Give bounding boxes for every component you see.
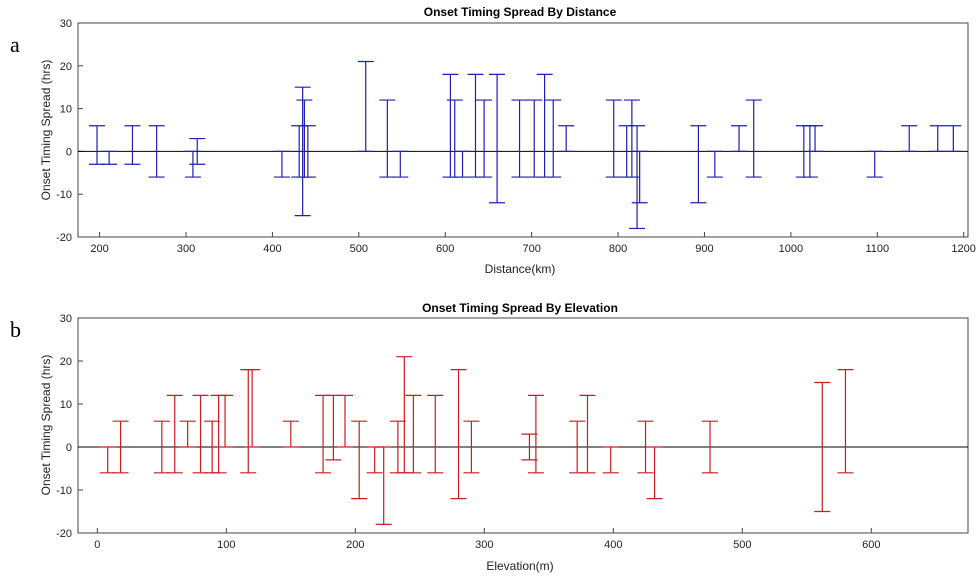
panel-a-error-bar [124, 125, 141, 165]
panel-a-x-tick-label: 300 [177, 243, 195, 255]
panel-b-y-tick-label: -10 [56, 485, 72, 497]
panel-a-x-tick-label: 700 [522, 243, 540, 255]
panel-b-x-tick-label: 300 [475, 539, 493, 551]
panel-a-x-tick-label: 200 [90, 243, 108, 255]
panel-b-x-tick-label: 500 [733, 539, 751, 551]
panel-a-x-tick-label: 800 [609, 243, 627, 255]
panel-a-error-bar [189, 137, 206, 165]
panel-a-y-tick-label: 10 [60, 104, 72, 116]
panel-b-y-tick-label: 20 [60, 356, 72, 368]
panel-a-error-bar [357, 60, 374, 152]
panel-a-x-tick-label: 900 [695, 243, 713, 255]
panel-a-x-tick-label: 600 [436, 243, 454, 255]
panel-b-error-bar [217, 394, 234, 448]
panel-b-error-bar [112, 420, 129, 474]
panel-a: a Onset Timing Spread By Distance Distan… [10, 5, 976, 276]
panel-b-error-bar [282, 420, 299, 448]
panel-a-error-bar [101, 150, 118, 165]
panel-b-error-bar [527, 394, 544, 474]
panel-a-plot-area: -20 -10 0 10 20 30 200 300 400 500 600 700 800 900 100… [56, 18, 976, 255]
panel-a-error-bar [866, 150, 883, 178]
panel-a-y-tick-label: -20 [56, 232, 72, 244]
panel-a-error-bar [489, 73, 506, 204]
panel-a-error-bar [901, 125, 918, 152]
panel-b-error-bar [463, 420, 480, 474]
panel-a-error-bar [945, 125, 962, 152]
panel-b-x-tick-label: 0 [94, 539, 100, 551]
panel-a-title: Onset Timing Spread By Distance [424, 5, 617, 19]
panel-b-error-bar [351, 420, 368, 500]
panel-a-y-tick-label: -10 [56, 189, 72, 201]
panel-a-error-bar [545, 99, 562, 178]
panel-b-error-bar [405, 394, 422, 474]
panel-a-error-bar [299, 125, 316, 178]
panel-b-y-tick-label: 30 [60, 313, 72, 325]
panel-b-x-tick-label: 400 [604, 539, 622, 551]
panel-b-y-axis-label: Onset Timing Spread (hrs) [39, 355, 53, 496]
panel-b-axes-box [77, 317, 969, 534]
panel-b-x-tick-label: 200 [346, 539, 364, 551]
panel-a-x-tick-label: 1200 [951, 243, 975, 255]
panel-b: b Onset Timing Spread By Elevation Eleva… [10, 301, 969, 573]
panel-b-error-bar [637, 420, 654, 474]
panel-a-y-tick-label: 0 [66, 146, 72, 158]
panel-b-x-tick-label: 100 [217, 539, 235, 551]
panel-a-y-tick-label: 30 [60, 18, 72, 30]
panel-a-error-bar [476, 99, 493, 178]
panel-b-y-tick-label: 0 [66, 442, 72, 454]
panel-b-error-bar [375, 446, 392, 526]
panel-b-error-bar [579, 394, 596, 474]
panel-a-error-bar [807, 125, 824, 152]
panel-a-letter: a [10, 32, 20, 57]
panel-a-error-bar [392, 150, 409, 178]
panel-a-error-bar [511, 99, 528, 178]
panel-a-x-tick-label: 1000 [779, 243, 803, 255]
panel-a-error-bar [706, 150, 723, 178]
panel-b-letter: b [10, 317, 21, 342]
panel-a-error-bar [629, 125, 646, 230]
panel-b-error-bar [166, 394, 183, 474]
panel-a-x-tick-label: 1100 [865, 243, 889, 255]
panel-a-error-bar [294, 86, 311, 217]
panel-a-y-tick-label: 20 [60, 61, 72, 73]
panel-b-title: Onset Timing Spread By Elevation [422, 301, 618, 315]
panel-b-x-tick-label: 600 [862, 539, 880, 551]
panel-a-error-bar [731, 125, 748, 152]
panel-a-y-axis-label: Onset Timing Spread (hrs) [39, 60, 53, 201]
panel-b-x-axis-label: Elevation(m) [486, 559, 553, 573]
panel-b-y-tick-label: -20 [56, 528, 72, 540]
panel-b-error-bar [450, 369, 467, 500]
panel-a-x-tick-label: 500 [350, 243, 368, 255]
panel-a-error-bar [745, 99, 762, 178]
panel-a-error-bar [273, 150, 290, 178]
panel-b-y-tick-label: 10 [60, 399, 72, 411]
panel-b-error-bar [837, 369, 854, 474]
panel-b-error-bar [814, 381, 831, 513]
panel-b-error-bar [646, 446, 663, 500]
panel-b-error-bar [702, 420, 719, 474]
panel-b-error-bar [521, 433, 538, 461]
panel-a-error-bar [558, 125, 575, 152]
panel-a-x-axis-label: Distance(km) [485, 262, 556, 276]
panel-b-error-bar [602, 446, 619, 474]
panel-b-error-bar [427, 394, 444, 474]
panel-a-error-bar [631, 150, 648, 204]
panel-b-error-bar [244, 369, 261, 448]
panel-b-error-bar [179, 420, 196, 448]
panel-a-error-bar [148, 125, 165, 178]
panel-b-error-bar [337, 394, 353, 448]
panel-a-axes-box [77, 22, 969, 238]
panel-a-x-tick-label: 400 [263, 243, 281, 255]
panel-a-error-bar [929, 125, 946, 152]
panel-a-error-bar [690, 125, 707, 204]
